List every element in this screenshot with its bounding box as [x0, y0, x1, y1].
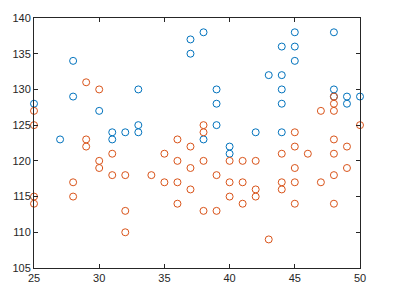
svg-text:115: 115 — [13, 190, 31, 202]
svg-text:45: 45 — [289, 272, 301, 284]
svg-text:30: 30 — [93, 272, 105, 284]
svg-text:105: 105 — [12, 262, 30, 274]
svg-text:35: 35 — [158, 272, 170, 284]
svg-text:110: 110 — [13, 226, 31, 238]
svg-text:125: 125 — [12, 119, 30, 131]
svg-text:40: 40 — [223, 272, 235, 284]
svg-text:130: 130 — [12, 83, 30, 95]
svg-text:50: 50 — [354, 272, 366, 284]
svg-text:140: 140 — [12, 12, 30, 24]
svg-text:120: 120 — [12, 155, 30, 167]
svg-text:25: 25 — [28, 272, 40, 284]
svg-text:135: 135 — [12, 48, 30, 60]
